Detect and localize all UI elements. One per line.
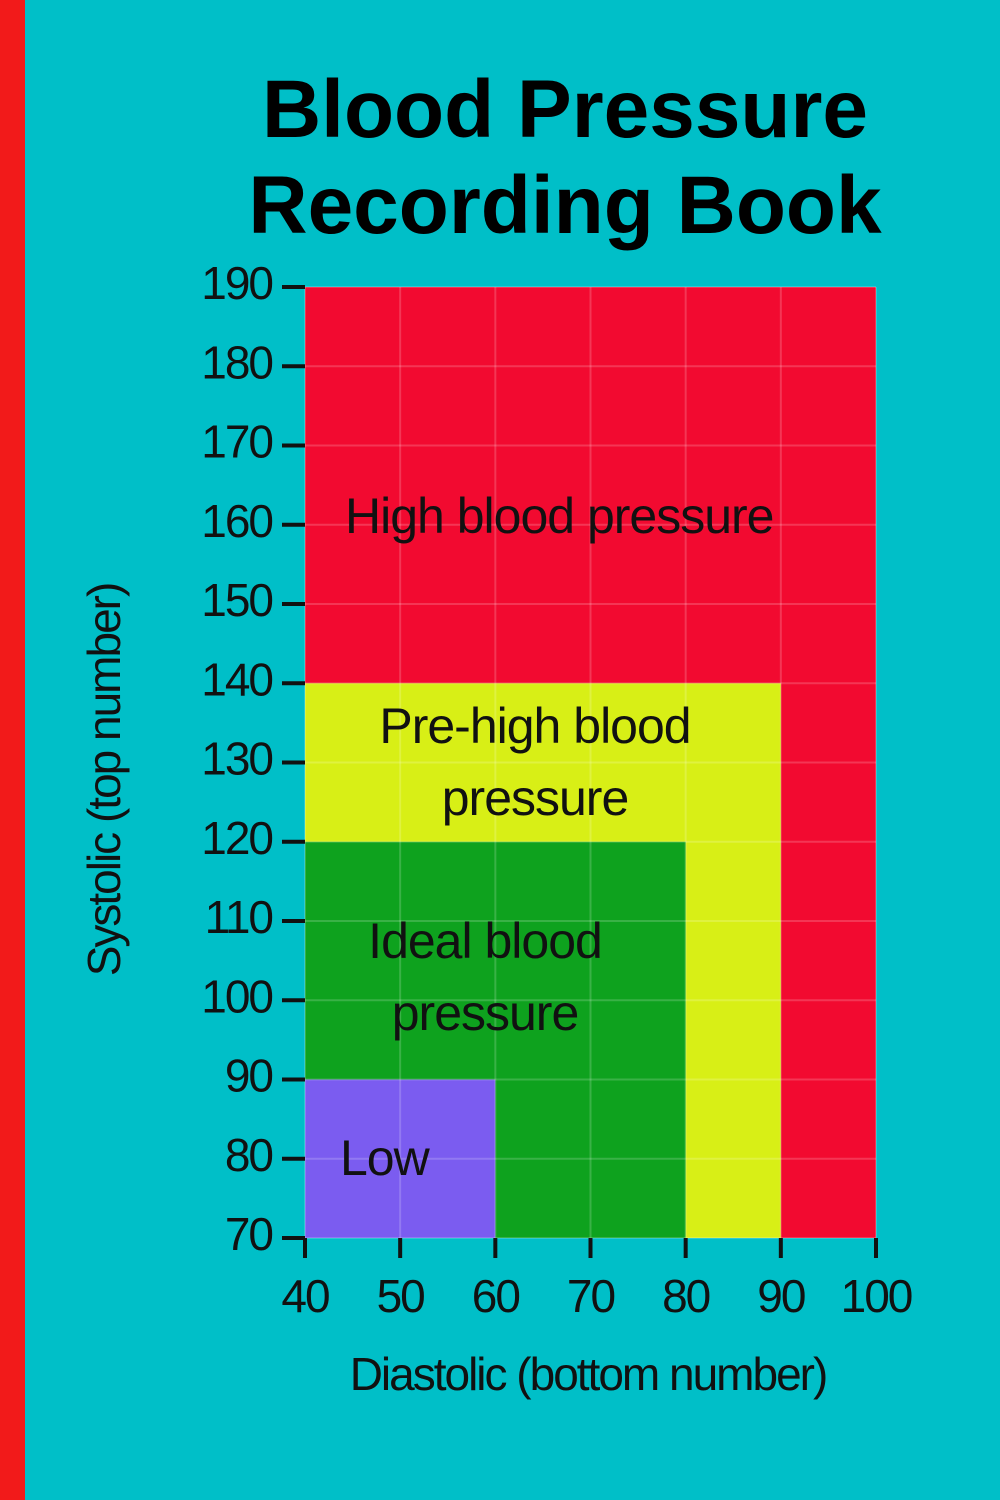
x-axis-label: Diastolic (bottom number) — [350, 1348, 827, 1400]
region — [305, 1079, 496, 1238]
x-tick-label: 100 — [841, 1270, 912, 1322]
y-tick-label: 110 — [205, 891, 273, 943]
x-tick-label: 90 — [757, 1270, 805, 1322]
region-label: Low — [340, 1130, 430, 1186]
x-tick-label: 40 — [281, 1270, 329, 1322]
y-tick-label: 90 — [225, 1050, 273, 1102]
y-tick-label: 150 — [201, 574, 272, 626]
y-tick-label: 80 — [225, 1129, 273, 1181]
y-tick-label: 120 — [201, 812, 272, 864]
region-label: Pre-high blood pressure — [379, 698, 691, 826]
y-tick-label: 70 — [225, 1208, 273, 1260]
x-tick-label: 60 — [472, 1270, 520, 1322]
x-tick-label: 80 — [662, 1270, 710, 1322]
y-tick-label: 130 — [201, 733, 272, 785]
y-tick-label: 160 — [201, 495, 272, 547]
region-label: High blood pressure — [345, 488, 775, 544]
x-tick-label: 50 — [377, 1270, 425, 1322]
x-tick-label: 70 — [567, 1270, 615, 1322]
y-tick-label: 100 — [201, 970, 272, 1022]
y-tick-label: 140 — [201, 653, 272, 705]
y-tick-label: 190 — [201, 257, 272, 309]
y-tick-label: 180 — [201, 336, 272, 388]
y-tick-label: 170 — [201, 416, 272, 468]
region-label: Ideal blood pressure — [368, 913, 603, 1041]
y-axis-label: Systolic (top number) — [78, 584, 130, 977]
chart-title: Blood Pressure Recording Book — [248, 64, 882, 251]
side-stripe — [0, 0, 25, 1500]
